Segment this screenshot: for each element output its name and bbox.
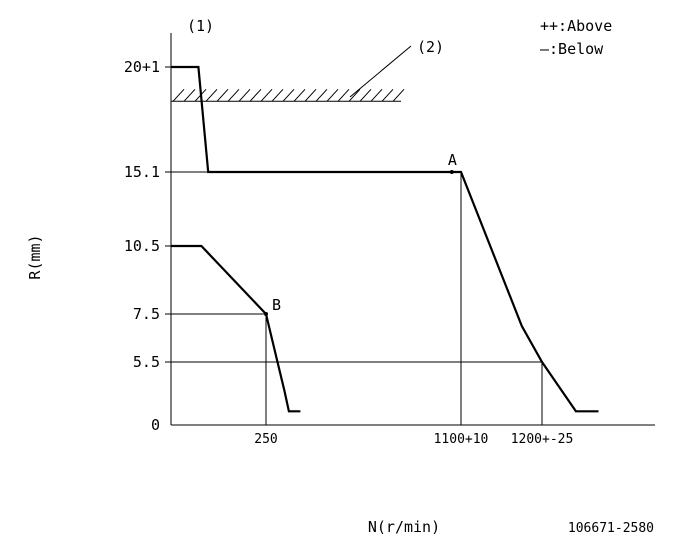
hatch-stroke bbox=[381, 88, 394, 102]
y-tick-labels: 20+1 15.1 10.5 7.5 5.5 0 bbox=[124, 58, 171, 434]
hatch-stroke bbox=[205, 88, 218, 102]
hatch-stroke bbox=[271, 88, 284, 102]
corner-label: (1) bbox=[187, 17, 214, 35]
point-b bbox=[264, 312, 268, 316]
hatch-stroke bbox=[183, 88, 196, 102]
hatch-stroke bbox=[282, 88, 295, 102]
hatched-band bbox=[171, 88, 405, 102]
x-tick-label: 250 bbox=[254, 432, 277, 447]
series-line-2 bbox=[171, 244, 301, 413]
series-group bbox=[171, 65, 599, 413]
y-axis-label: R(mm) bbox=[26, 234, 44, 279]
y-tick-label: 20+1 bbox=[124, 58, 160, 76]
hatch-stroke bbox=[392, 88, 405, 102]
y-tick-label: 7.5 bbox=[133, 305, 160, 323]
hatch-stroke bbox=[238, 88, 251, 102]
hatch-stroke bbox=[304, 88, 317, 102]
hatch-stroke bbox=[348, 88, 361, 102]
hatch-stroke bbox=[370, 88, 383, 102]
point-label-b: B bbox=[272, 296, 281, 314]
hatch-stroke bbox=[249, 88, 262, 102]
legend-above: ++:Above bbox=[540, 17, 612, 35]
point-label-a: A bbox=[448, 151, 457, 169]
part-code: 106671-2580 bbox=[568, 521, 654, 536]
y-tick-label: 5.5 bbox=[133, 353, 160, 371]
point-a bbox=[449, 170, 454, 174]
y-tick-label: 15.1 bbox=[124, 163, 160, 181]
x-tick-label: 1100+10 bbox=[434, 432, 489, 447]
y-tick-label: 0 bbox=[151, 416, 160, 434]
series-line-1 bbox=[171, 65, 599, 413]
callout-leader bbox=[349, 45, 412, 98]
hatch-stroke bbox=[293, 88, 306, 102]
legend-below: —:Below bbox=[540, 40, 604, 58]
hatch-stroke bbox=[216, 88, 229, 102]
reference-lines bbox=[171, 171, 543, 425]
callout-label: (2) bbox=[417, 38, 444, 56]
x-tick-labels: 250 1100+10 1200+-25 bbox=[254, 432, 573, 447]
hatch-stroke bbox=[326, 88, 339, 102]
hatch-stroke bbox=[227, 88, 240, 102]
hatch-stroke bbox=[260, 88, 273, 102]
x-axis-label: N(r/min) bbox=[368, 518, 440, 536]
hatch-stroke bbox=[337, 88, 350, 102]
hatch-stroke bbox=[172, 88, 185, 102]
y-tick-label: 10.5 bbox=[124, 237, 160, 255]
hatch-stroke bbox=[359, 88, 372, 102]
hatch-stroke bbox=[315, 88, 328, 102]
x-tick-label: 1200+-25 bbox=[511, 432, 574, 447]
point-markers: AB bbox=[264, 151, 457, 316]
